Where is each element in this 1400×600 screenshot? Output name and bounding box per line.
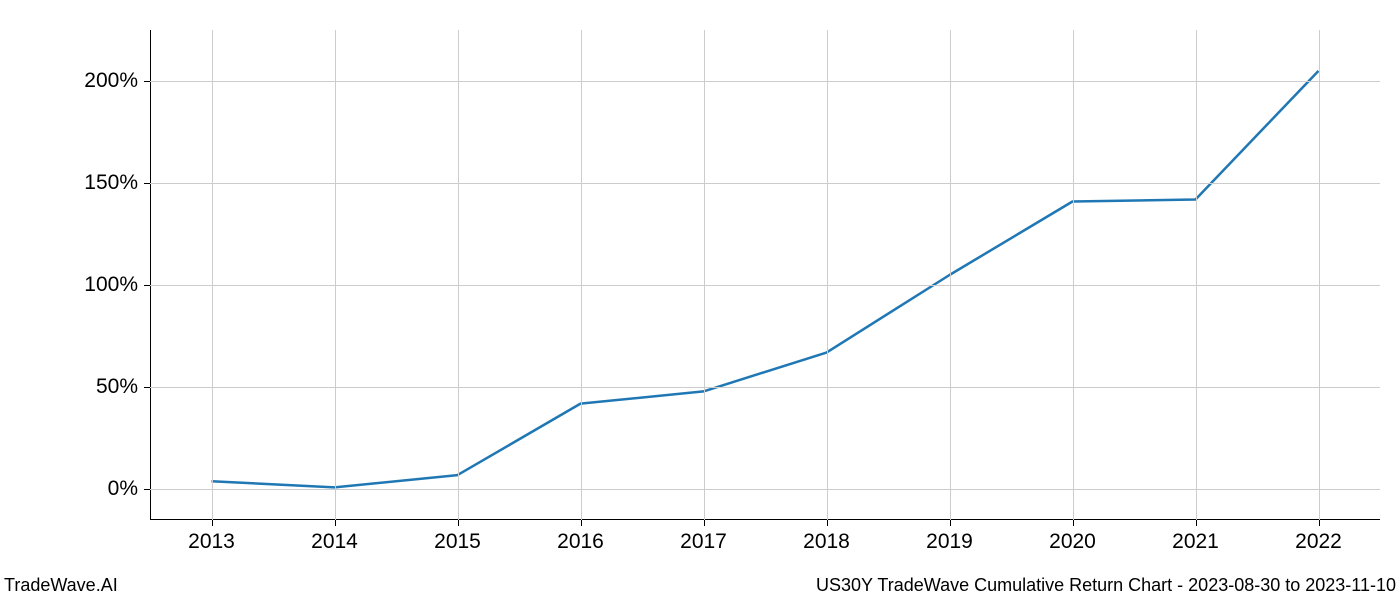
- x-tick-mark: [950, 520, 951, 526]
- x-tick-mark: [827, 520, 828, 526]
- grid-line-vertical: [827, 30, 828, 520]
- y-tick-mark: [144, 183, 150, 184]
- grid-line-vertical: [212, 30, 213, 520]
- grid-line-horizontal: [150, 81, 1380, 82]
- grid-line-horizontal: [150, 489, 1380, 490]
- y-tick-label: 50%: [96, 375, 138, 399]
- x-tick-label: 2022: [1295, 530, 1342, 554]
- x-tick-mark: [1319, 520, 1320, 526]
- x-tick-mark: [1196, 520, 1197, 526]
- grid-line-vertical: [1073, 30, 1074, 520]
- x-tick-mark: [704, 520, 705, 526]
- y-tick-mark: [144, 81, 150, 82]
- y-tick-mark: [144, 489, 150, 490]
- x-tick-mark: [335, 520, 336, 526]
- x-tick-label: 2013: [188, 530, 235, 554]
- x-tick-mark: [581, 520, 582, 526]
- x-tick-label: 2018: [803, 530, 850, 554]
- grid-line-vertical: [1196, 30, 1197, 520]
- y-tick-mark: [144, 285, 150, 286]
- x-tick-mark: [212, 520, 213, 526]
- chart-container: 2013 2014 2015 2016 2017 2018 2019 2020 2021 2022…: [0, 0, 1400, 600]
- grid-line-vertical: [1319, 30, 1320, 520]
- x-tick-mark: [458, 520, 459, 526]
- y-tick-label: 100%: [84, 273, 138, 297]
- x-tick-label: 2015: [434, 530, 481, 554]
- x-tick-label: 2017: [680, 530, 727, 554]
- y-tick-label: 150%: [84, 171, 138, 195]
- x-tick-label: 2021: [1172, 530, 1219, 554]
- x-tick-mark: [1073, 520, 1074, 526]
- grid-line-horizontal: [150, 285, 1380, 286]
- x-tick-label: 2019: [926, 530, 973, 554]
- footer-left-text: TradeWave.AI: [4, 575, 118, 596]
- grid-line-vertical: [704, 30, 705, 520]
- x-tick-label: 2014: [311, 530, 358, 554]
- grid-line-vertical: [950, 30, 951, 520]
- grid-line-vertical: [458, 30, 459, 520]
- grid-line-horizontal: [150, 183, 1380, 184]
- x-tick-label: 2016: [557, 530, 604, 554]
- y-tick-mark: [144, 387, 150, 388]
- grid-line-vertical: [581, 30, 582, 520]
- footer-right-text: US30Y TradeWave Cumulative Return Chart …: [816, 575, 1396, 596]
- plot-area: 2013201420152016201720182019202020212022…: [150, 30, 1380, 520]
- grid-line-vertical: [335, 30, 336, 520]
- x-tick-label: 2020: [1049, 530, 1096, 554]
- y-tick-label: 0%: [108, 477, 138, 501]
- return-line: [212, 71, 1319, 488]
- grid-line-horizontal: [150, 387, 1380, 388]
- y-tick-label: 200%: [84, 69, 138, 93]
